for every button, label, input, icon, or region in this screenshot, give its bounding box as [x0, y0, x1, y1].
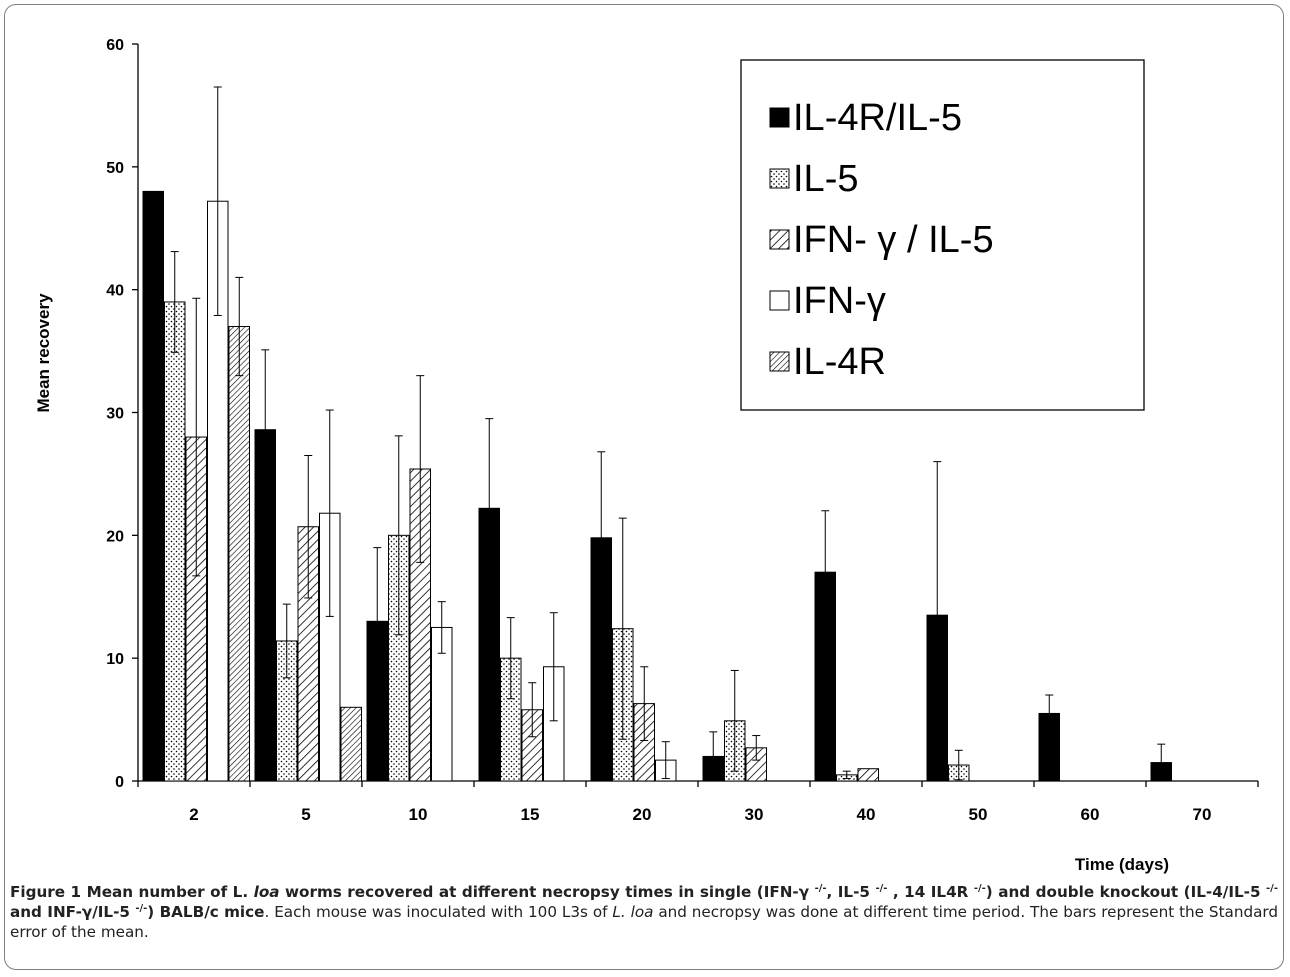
bar	[164, 301, 186, 782]
x-tick-label: 2	[189, 805, 198, 824]
legend-swatch	[769, 229, 790, 250]
bar	[857, 768, 879, 782]
legend-label: IL-4R/IL-5	[793, 97, 962, 139]
y-tick-label: 0	[115, 774, 124, 791]
x-tick-label: 15	[521, 805, 540, 824]
legend: IL-4R/IL-5 IL-5 IFN- γ / IL-5 IFN-γ IL-4R	[740, 59, 1145, 411]
y-tick-label: 60	[106, 37, 124, 54]
y-tick-label: 30	[106, 406, 124, 423]
bar-chart: 0 10 20 30 40 50 60 2 5 10 15 20 30 40 50 60 70 IL-4R/IL…	[34, 37, 1259, 874]
y-axis-title: Mean recovery	[34, 293, 53, 413]
figure-caption: Figure 1 Mean number of L. loa worms rec…	[10, 882, 1279, 941]
plot-area: 0 10 20 30 40 50 60 2 5 10 15 20 30 40 50 60 70	[106, 37, 1259, 824]
x-tick-label: 60	[1081, 805, 1100, 824]
x-tick-label: 5	[301, 805, 310, 824]
caption-label: Figure 1	[10, 883, 82, 901]
legend-label: IL-5	[793, 158, 858, 200]
y-tick-label: 50	[106, 160, 124, 177]
x-tick-label: 20	[633, 805, 652, 824]
bar	[340, 706, 362, 782]
legend-swatch	[769, 107, 790, 128]
bar	[228, 326, 250, 782]
x-tick-label: 30	[745, 805, 764, 824]
x-axis-title: Time (days)	[1075, 855, 1169, 874]
x-tick-label: 10	[409, 805, 428, 824]
legend-swatch	[769, 351, 790, 372]
y-tick-label: 10	[106, 651, 124, 668]
legend-label: IL-4R	[793, 341, 886, 383]
y-tick-label: 20	[106, 528, 124, 545]
legend-label: IFN- γ / IL-5	[793, 219, 994, 261]
legend-box	[740, 59, 1145, 411]
legend-swatch	[769, 168, 790, 189]
legend-swatch	[769, 290, 790, 311]
x-tick-label: 40	[857, 805, 876, 824]
bar	[142, 190, 164, 782]
x-tick-label: 70	[1193, 805, 1212, 824]
legend-label: IFN-γ	[793, 280, 886, 322]
x-tick-label: 50	[969, 805, 988, 824]
y-tick-label: 40	[106, 283, 124, 300]
